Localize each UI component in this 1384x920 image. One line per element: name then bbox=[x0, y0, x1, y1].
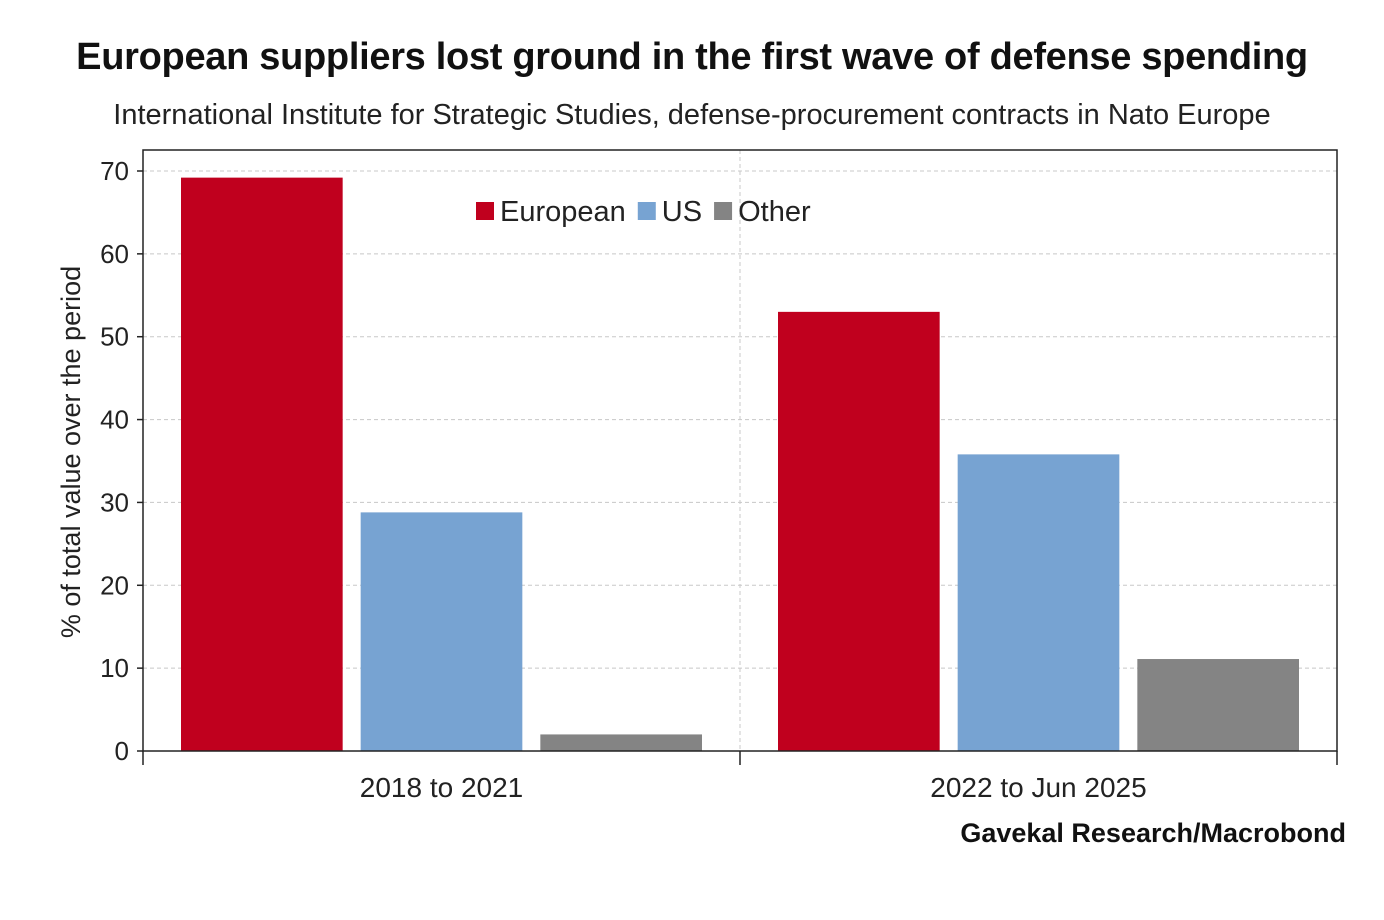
bar-other-2 bbox=[1137, 659, 1299, 751]
y-tick-label: 70 bbox=[100, 156, 129, 186]
y-axis-label: % of total value over the period bbox=[56, 266, 86, 638]
bar-european-1 bbox=[181, 177, 343, 752]
y-tick-label: 50 bbox=[100, 322, 129, 352]
y-tick-label: 30 bbox=[100, 487, 129, 517]
chart-subtitle: International Institute for Strategic St… bbox=[113, 99, 1271, 131]
bar-us-1 bbox=[360, 512, 523, 751]
bar-other-1 bbox=[540, 734, 702, 751]
legend-swatch-other bbox=[714, 202, 733, 220]
y-tick-label: 10 bbox=[100, 653, 129, 683]
axes: 0 10 20 30 40 50 60 70 2018 to 2021 2022 to Jun 2… bbox=[100, 156, 1338, 803]
legend: European US Other bbox=[476, 196, 811, 228]
bars bbox=[181, 177, 1299, 752]
y-tick-label: 40 bbox=[100, 405, 129, 435]
chart-title: European suppliers lost ground in the fi… bbox=[76, 36, 1308, 78]
legend-label-us: US bbox=[662, 196, 702, 228]
legend-swatch-european bbox=[476, 202, 494, 220]
legend-label-other: Other bbox=[738, 196, 811, 228]
y-tick-label: 60 bbox=[100, 239, 129, 269]
bar-european-2 bbox=[778, 311, 940, 751]
x-category-label: 2018 to 2021 bbox=[360, 772, 524, 803]
x-category-label: 2022 to Jun 2025 bbox=[930, 772, 1146, 803]
y-tick-label: 0 bbox=[115, 736, 129, 766]
legend-swatch-us bbox=[637, 202, 656, 220]
source-credit: Gavekal Research/Macrobond bbox=[960, 818, 1346, 848]
bar-us-2 bbox=[957, 454, 1120, 751]
legend-label-european: European bbox=[500, 196, 626, 228]
y-tick-label: 20 bbox=[100, 570, 129, 600]
